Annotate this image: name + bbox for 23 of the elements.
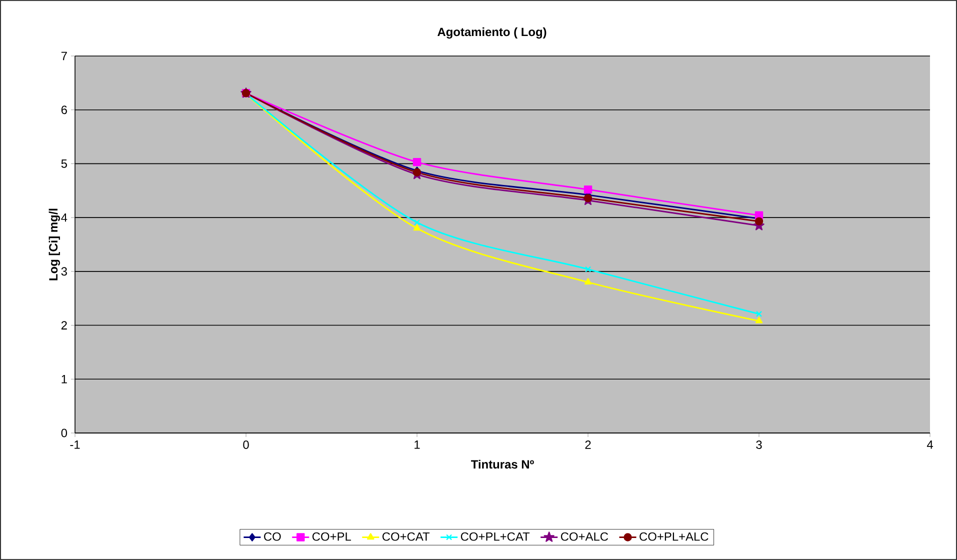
y-tick-label: 5 xyxy=(61,160,67,168)
y-tick-label: 2 xyxy=(61,321,67,330)
chart-title: Agotamiento ( Log) xyxy=(438,27,546,39)
legend-label: CO+PL+CAT xyxy=(460,532,530,541)
y-tick-label: 1 xyxy=(62,375,67,384)
x-tick-label: 3 xyxy=(756,440,762,449)
x-tick-label: 2 xyxy=(585,440,591,449)
y-tick-label: 6 xyxy=(61,106,67,114)
y-axis-title: Log [Ci] mg/l xyxy=(48,208,60,280)
y-tick-label: 3 xyxy=(61,267,67,276)
x-tick-label: 0 xyxy=(243,440,249,449)
legend-label: CO+PL+ALC xyxy=(640,532,708,541)
x-tick-label: 1 xyxy=(414,440,420,449)
x-tick-label: -1 xyxy=(70,440,80,449)
y-tick-label: 0 xyxy=(61,428,68,438)
legend-label: CO+PL xyxy=(312,532,351,541)
x-axis-title: Tinturas Nº xyxy=(471,460,534,469)
legend-label: CO xyxy=(264,532,281,541)
y-tick-label: 4 xyxy=(61,213,68,222)
legend-label: CO+CAT xyxy=(382,532,430,541)
x-tick-label: 4 xyxy=(926,440,933,449)
y-tick-label: 7 xyxy=(61,52,67,60)
legend-label: CO+ALC xyxy=(560,532,608,541)
